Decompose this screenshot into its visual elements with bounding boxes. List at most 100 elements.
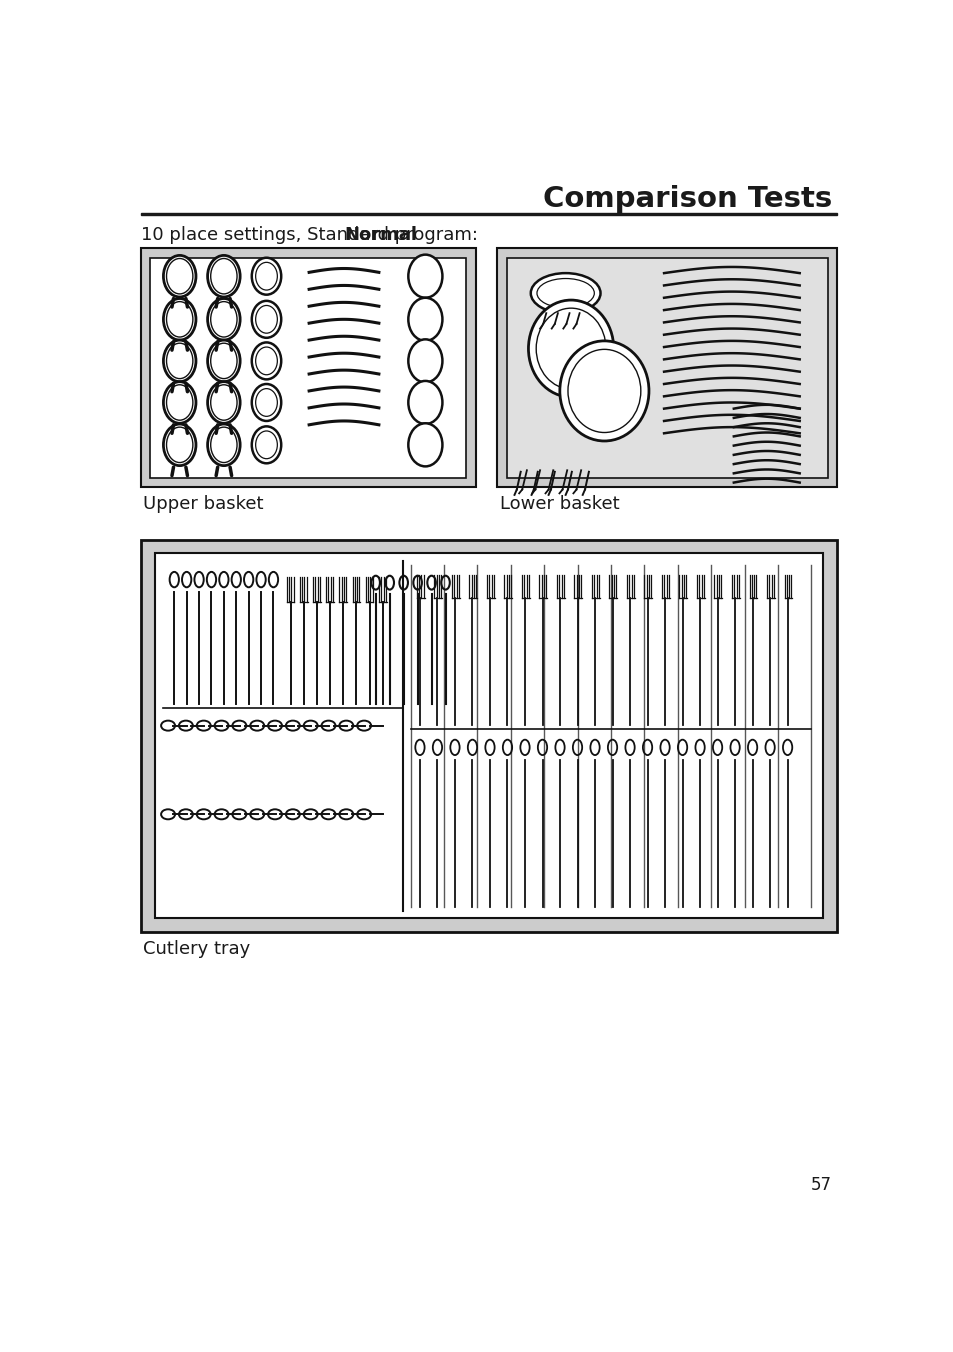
Ellipse shape: [269, 572, 278, 587]
Ellipse shape: [163, 256, 195, 297]
Ellipse shape: [303, 721, 317, 730]
Ellipse shape: [450, 740, 459, 754]
Ellipse shape: [782, 740, 791, 754]
Bar: [154, 553, 822, 918]
Ellipse shape: [339, 810, 353, 819]
Ellipse shape: [625, 740, 634, 754]
Ellipse shape: [415, 740, 424, 754]
Ellipse shape: [255, 431, 277, 458]
Ellipse shape: [519, 740, 529, 754]
Ellipse shape: [441, 576, 449, 589]
Ellipse shape: [208, 256, 240, 297]
Ellipse shape: [659, 740, 669, 754]
Ellipse shape: [268, 810, 282, 819]
Ellipse shape: [408, 339, 442, 383]
Ellipse shape: [590, 740, 599, 754]
Ellipse shape: [321, 810, 335, 819]
Ellipse shape: [250, 810, 264, 819]
Ellipse shape: [642, 740, 652, 754]
Text: Comparison Tests: Comparison Tests: [542, 185, 831, 214]
Bar: [497, 249, 836, 487]
Ellipse shape: [678, 740, 686, 754]
Ellipse shape: [559, 341, 648, 441]
Bar: [141, 249, 476, 487]
Ellipse shape: [268, 721, 282, 730]
Ellipse shape: [530, 273, 599, 314]
Ellipse shape: [208, 341, 240, 381]
Ellipse shape: [286, 810, 299, 819]
Ellipse shape: [233, 721, 246, 730]
Ellipse shape: [214, 721, 229, 730]
Bar: [141, 214, 836, 215]
Ellipse shape: [252, 342, 281, 380]
Ellipse shape: [537, 740, 547, 754]
Ellipse shape: [163, 341, 195, 381]
Ellipse shape: [214, 810, 229, 819]
Ellipse shape: [303, 810, 317, 819]
Ellipse shape: [356, 810, 371, 819]
Ellipse shape: [252, 384, 281, 420]
Bar: [150, 258, 466, 479]
Ellipse shape: [536, 308, 605, 389]
Ellipse shape: [255, 306, 277, 333]
Ellipse shape: [413, 576, 421, 589]
Ellipse shape: [167, 258, 193, 293]
Ellipse shape: [286, 721, 299, 730]
Ellipse shape: [211, 301, 236, 337]
Ellipse shape: [170, 572, 179, 587]
Ellipse shape: [208, 381, 240, 423]
Ellipse shape: [433, 740, 441, 754]
Ellipse shape: [537, 279, 594, 308]
Ellipse shape: [194, 572, 204, 587]
Ellipse shape: [250, 721, 264, 730]
Ellipse shape: [211, 427, 236, 462]
Ellipse shape: [179, 810, 193, 819]
Bar: [506, 258, 827, 479]
Ellipse shape: [219, 572, 229, 587]
Ellipse shape: [207, 572, 216, 587]
Ellipse shape: [256, 572, 266, 587]
Ellipse shape: [255, 388, 277, 416]
Ellipse shape: [356, 721, 371, 730]
Ellipse shape: [167, 343, 193, 379]
Ellipse shape: [196, 810, 211, 819]
Ellipse shape: [427, 576, 436, 589]
Ellipse shape: [167, 301, 193, 337]
Ellipse shape: [161, 810, 174, 819]
Ellipse shape: [747, 740, 757, 754]
Ellipse shape: [252, 258, 281, 295]
Ellipse shape: [555, 740, 564, 754]
Text: Normal: Normal: [344, 226, 416, 245]
Ellipse shape: [233, 810, 246, 819]
Ellipse shape: [196, 721, 211, 730]
Text: Lower basket: Lower basket: [499, 495, 618, 514]
Text: Cutlery tray: Cutlery tray: [143, 940, 251, 959]
Ellipse shape: [572, 740, 581, 754]
Ellipse shape: [695, 740, 704, 754]
Ellipse shape: [502, 740, 512, 754]
Ellipse shape: [712, 740, 721, 754]
Ellipse shape: [408, 254, 442, 297]
Ellipse shape: [232, 572, 241, 587]
Ellipse shape: [211, 258, 236, 293]
Ellipse shape: [182, 572, 192, 587]
Text: 10 place settings, Standard program:: 10 place settings, Standard program:: [141, 226, 483, 245]
Ellipse shape: [211, 385, 236, 420]
Text: Upper basket: Upper basket: [143, 495, 263, 514]
Ellipse shape: [167, 427, 193, 462]
Ellipse shape: [255, 262, 277, 291]
Ellipse shape: [385, 576, 394, 589]
Ellipse shape: [730, 740, 739, 754]
Bar: [141, 539, 836, 933]
Ellipse shape: [408, 297, 442, 341]
Ellipse shape: [211, 343, 236, 379]
Ellipse shape: [408, 381, 442, 425]
Ellipse shape: [167, 385, 193, 420]
Ellipse shape: [208, 425, 240, 465]
Ellipse shape: [163, 299, 195, 341]
Ellipse shape: [371, 576, 379, 589]
Text: 57: 57: [810, 1176, 831, 1194]
Ellipse shape: [252, 301, 281, 338]
Ellipse shape: [339, 721, 353, 730]
Ellipse shape: [528, 300, 613, 397]
